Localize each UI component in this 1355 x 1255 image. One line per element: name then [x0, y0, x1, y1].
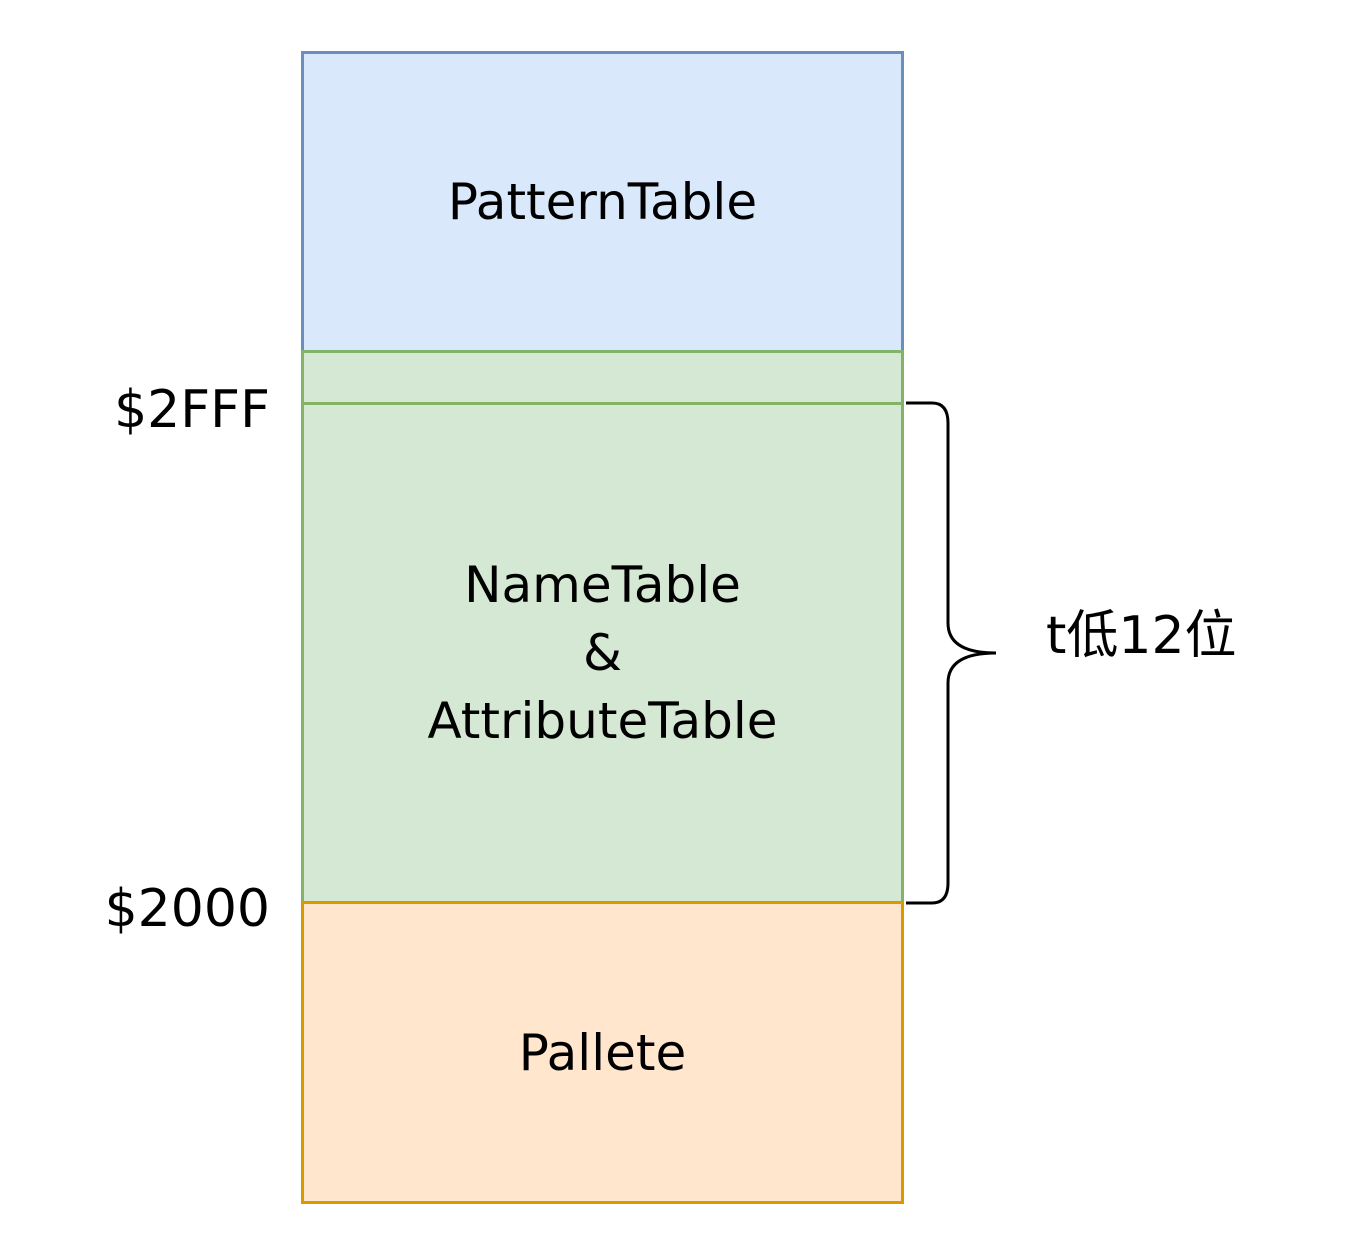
pattern-table-block: PatternTable — [301, 51, 904, 353]
address-top-label: $2FFF — [114, 380, 270, 440]
nametable-attribute-label: NameTable & AttributeTable — [427, 556, 778, 750]
gap-block — [301, 350, 904, 405]
nametable-attribute-block: NameTable & AttributeTable — [301, 402, 904, 904]
curly-brace — [906, 401, 997, 905]
curly-brace-path — [906, 401, 997, 905]
pattern-table-label: PatternTable — [447, 173, 758, 231]
pallete-block: Pallete — [301, 901, 904, 1204]
address-bottom-label: $2000 — [104, 879, 270, 939]
pallete-label: Pallete — [518, 1023, 687, 1082]
brace-label: t低12位 — [1046, 606, 1237, 666]
